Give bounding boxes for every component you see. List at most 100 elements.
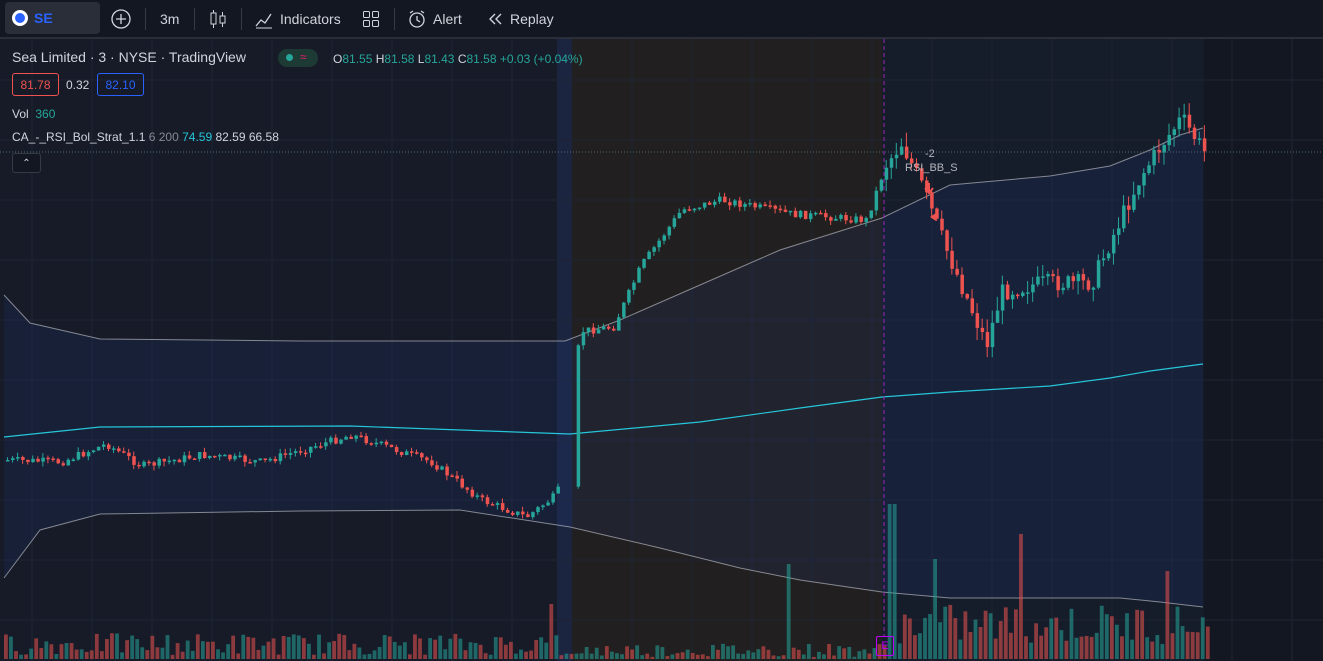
volume-bar — [519, 649, 523, 659]
candle-body — [596, 329, 601, 334]
sea-logo-icon — [12, 10, 28, 26]
symbol-search-button[interactable]: SE — [5, 2, 100, 34]
volume-bar — [322, 653, 326, 659]
market-status-badge[interactable]: ≈ — [278, 49, 318, 67]
candle-body — [1016, 294, 1020, 297]
alert-button[interactable]: Alert — [407, 0, 462, 37]
volume-bar — [493, 637, 498, 659]
candle-body — [743, 203, 747, 207]
candle-body — [425, 457, 429, 461]
candle-body — [899, 146, 904, 155]
volume-bar — [741, 653, 746, 659]
chart-type-button[interactable] — [208, 0, 228, 37]
candle-body — [758, 204, 762, 208]
candle-body — [1132, 194, 1136, 210]
volume-bar — [413, 634, 417, 659]
candle-body — [167, 460, 172, 463]
volume-bar — [948, 604, 953, 659]
lower-band-line — [3, 509, 1204, 608]
candles-icon — [210, 9, 226, 28]
candle-body — [112, 448, 116, 450]
candle-body — [869, 210, 874, 218]
candle-body — [233, 455, 237, 460]
volume-bar — [700, 654, 705, 659]
volume-bar — [362, 654, 367, 659]
candle-body — [324, 442, 328, 447]
volume-bar — [221, 652, 225, 659]
interval-button[interactable]: 3m — [160, 0, 179, 37]
collapse-legend-button[interactable]: ⌃ — [12, 153, 41, 173]
replay-button[interactable]: Replay — [486, 0, 554, 37]
candle-body — [1056, 276, 1060, 291]
price-chart[interactable]: RSI_BB_S -2 — [0, 39, 1323, 661]
chevron-up-icon: ⌃ — [22, 157, 31, 169]
candle-body — [187, 455, 192, 459]
indicators-label: Indicators — [280, 10, 341, 27]
compare-button[interactable] — [110, 0, 132, 37]
candle-body — [490, 504, 495, 506]
sell-price-button[interactable]: 81.78 — [12, 73, 59, 96]
candle-body — [844, 214, 848, 221]
candle-body — [778, 208, 783, 211]
volume-bar — [1104, 614, 1109, 659]
candle-body — [410, 451, 414, 453]
volume-bar — [135, 639, 140, 659]
candle-body — [455, 475, 459, 479]
indicators-button[interactable]: Indicators — [254, 0, 341, 37]
volume-bar — [882, 645, 887, 659]
volume-bar — [751, 652, 756, 659]
candle-body — [576, 345, 581, 487]
volume-bar — [1120, 636, 1124, 659]
candle-body — [51, 458, 55, 460]
volume-bar — [175, 643, 180, 659]
strategy-legend[interactable]: CA_-_RSI_Bol_Strat_1.1 6 200 74.59 82.59… — [12, 130, 279, 144]
candle-body — [107, 444, 111, 449]
volume-bar — [1089, 636, 1094, 659]
chart-title[interactable]: Sea Limited · 3 · NYSE · TradingView — [12, 49, 246, 65]
candle-body — [1036, 276, 1040, 285]
layouts-button[interactable] — [362, 0, 380, 37]
candle-body — [71, 459, 76, 462]
volume-bar — [796, 649, 801, 659]
candle-body — [238, 455, 242, 458]
volume-bar — [1024, 636, 1028, 659]
volume-bar — [968, 631, 973, 659]
volume-bar — [448, 638, 453, 659]
candle-body — [1162, 145, 1166, 153]
volume-bar — [130, 635, 135, 659]
candle-body — [601, 326, 606, 330]
volume-bar — [69, 643, 74, 659]
volume-bars — [4, 504, 1210, 659]
candle-body — [223, 454, 227, 457]
buy-price-button[interactable]: 82.10 — [97, 73, 144, 96]
volume-bar — [503, 644, 508, 659]
volume-bar — [569, 653, 574, 659]
candle-body — [1157, 149, 1161, 153]
volume-bar — [579, 653, 584, 659]
volume-bar — [604, 646, 609, 659]
volume-bar — [726, 646, 730, 659]
volume-bar — [44, 641, 49, 659]
toolbar-divider — [241, 8, 242, 30]
volume-bar — [19, 654, 23, 659]
candle-body — [637, 267, 641, 283]
volume-bar — [695, 654, 700, 659]
candle-body — [738, 200, 742, 207]
candle-body — [1086, 280, 1091, 290]
candle-body — [864, 217, 868, 222]
volume-bar — [1190, 631, 1195, 659]
volume-bar — [998, 620, 1003, 659]
volume-legend[interactable]: Vol 360 — [12, 107, 56, 121]
volume-bar — [1125, 613, 1129, 659]
volume-bar — [312, 654, 316, 659]
candle-body — [1091, 287, 1096, 290]
volume-bar — [332, 641, 337, 659]
volume-bar — [1069, 608, 1074, 659]
volume-bar — [408, 654, 412, 659]
band-fill — [4, 128, 1203, 607]
volume-bar — [907, 618, 912, 659]
earnings-marker[interactable]: E — [876, 636, 894, 656]
candle-body — [253, 460, 257, 463]
volume-bar — [534, 640, 539, 659]
candle-body — [81, 451, 86, 457]
